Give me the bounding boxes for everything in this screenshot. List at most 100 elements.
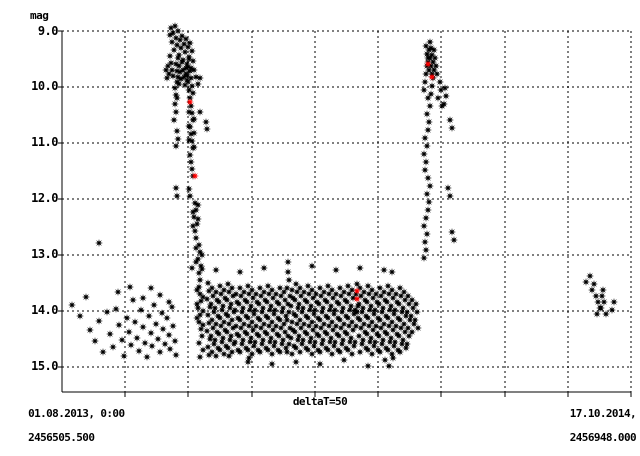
data-point <box>308 350 316 358</box>
data-point <box>600 298 608 306</box>
data-point <box>412 300 420 308</box>
data-point <box>193 314 201 322</box>
data-point <box>212 266 220 274</box>
data-point <box>183 76 191 84</box>
data-point <box>448 124 456 132</box>
grid-layer <box>62 30 632 392</box>
data-point <box>133 334 141 342</box>
data-point <box>340 356 348 364</box>
data-point <box>115 321 123 329</box>
data-point <box>202 118 210 126</box>
data-point <box>423 230 431 238</box>
data-point <box>193 300 201 308</box>
y-tick-label: 13.0 <box>31 247 58 261</box>
data-point <box>228 284 236 292</box>
data-point <box>424 174 432 182</box>
data-point <box>425 66 433 74</box>
data-point <box>364 362 372 370</box>
data-point <box>164 62 172 70</box>
y-tick-15: 15.0 <box>0 360 58 372</box>
data-point <box>231 338 239 346</box>
data-point <box>203 125 211 133</box>
data-point <box>428 73 436 81</box>
data-point <box>188 264 196 272</box>
x-axis-start-label: 01.08.2013, 0:00 2456505.500 <box>4 396 125 456</box>
data-point <box>112 305 120 313</box>
data-point <box>172 60 180 68</box>
data-point <box>152 320 160 328</box>
series-observations <box>68 22 618 370</box>
data-point <box>353 287 361 295</box>
data-point <box>192 73 200 81</box>
data-point <box>311 306 319 314</box>
data-point <box>356 264 364 272</box>
data-point <box>602 310 610 318</box>
x-start-time: 0:00 <box>100 407 125 420</box>
data-point <box>422 42 430 50</box>
data-point <box>424 126 432 134</box>
data-point <box>421 134 429 142</box>
data-point <box>156 348 164 356</box>
data-point <box>446 116 454 124</box>
data-point <box>203 295 211 303</box>
data-point <box>228 348 236 356</box>
data-point <box>299 304 307 312</box>
data-point <box>405 332 413 340</box>
data-point <box>186 151 194 159</box>
data-point <box>441 84 449 92</box>
data-point <box>422 158 430 166</box>
data-point <box>192 244 200 252</box>
data-point <box>198 332 206 340</box>
data-point <box>227 332 235 340</box>
data-point <box>420 254 428 262</box>
data-point <box>131 318 139 326</box>
data-point <box>82 293 90 301</box>
data-point <box>349 294 357 302</box>
data-point <box>421 78 429 86</box>
data-point <box>194 304 202 312</box>
data-point <box>147 284 155 292</box>
data-point <box>154 335 162 343</box>
data-point <box>171 337 179 345</box>
data-point <box>316 360 324 368</box>
data-point <box>319 304 327 312</box>
data-point <box>126 283 134 291</box>
data-point <box>402 344 410 352</box>
data-point <box>420 150 428 158</box>
data-point <box>203 327 211 335</box>
data-point <box>185 185 193 193</box>
data-point <box>173 192 181 200</box>
data-point <box>212 352 220 360</box>
data-point <box>185 122 193 130</box>
data-point <box>95 239 103 247</box>
data-point <box>279 304 287 312</box>
data-point <box>147 329 155 337</box>
data-point <box>165 298 173 306</box>
data-point <box>195 339 203 347</box>
data-point <box>189 208 197 216</box>
data-point <box>359 304 367 312</box>
data-point <box>356 348 364 356</box>
data-point <box>422 70 430 78</box>
data-point <box>403 340 411 348</box>
data-point <box>353 308 361 316</box>
data-point <box>193 286 201 294</box>
data-point <box>422 214 430 222</box>
data-point <box>282 344 290 352</box>
data-point <box>319 336 327 344</box>
plot-area <box>58 22 632 397</box>
data-point <box>159 325 167 333</box>
data-point <box>174 135 182 143</box>
data-point <box>268 360 276 368</box>
data-point <box>178 58 186 66</box>
data-point <box>185 86 193 94</box>
data-point <box>284 268 292 276</box>
data-point <box>189 89 197 97</box>
data-point <box>610 298 618 306</box>
data-point <box>109 343 117 351</box>
data-point <box>427 90 435 98</box>
data-point <box>198 251 206 259</box>
data-point <box>381 356 389 364</box>
data-point <box>260 264 268 272</box>
y-tick-11: 11.0 <box>0 136 58 148</box>
